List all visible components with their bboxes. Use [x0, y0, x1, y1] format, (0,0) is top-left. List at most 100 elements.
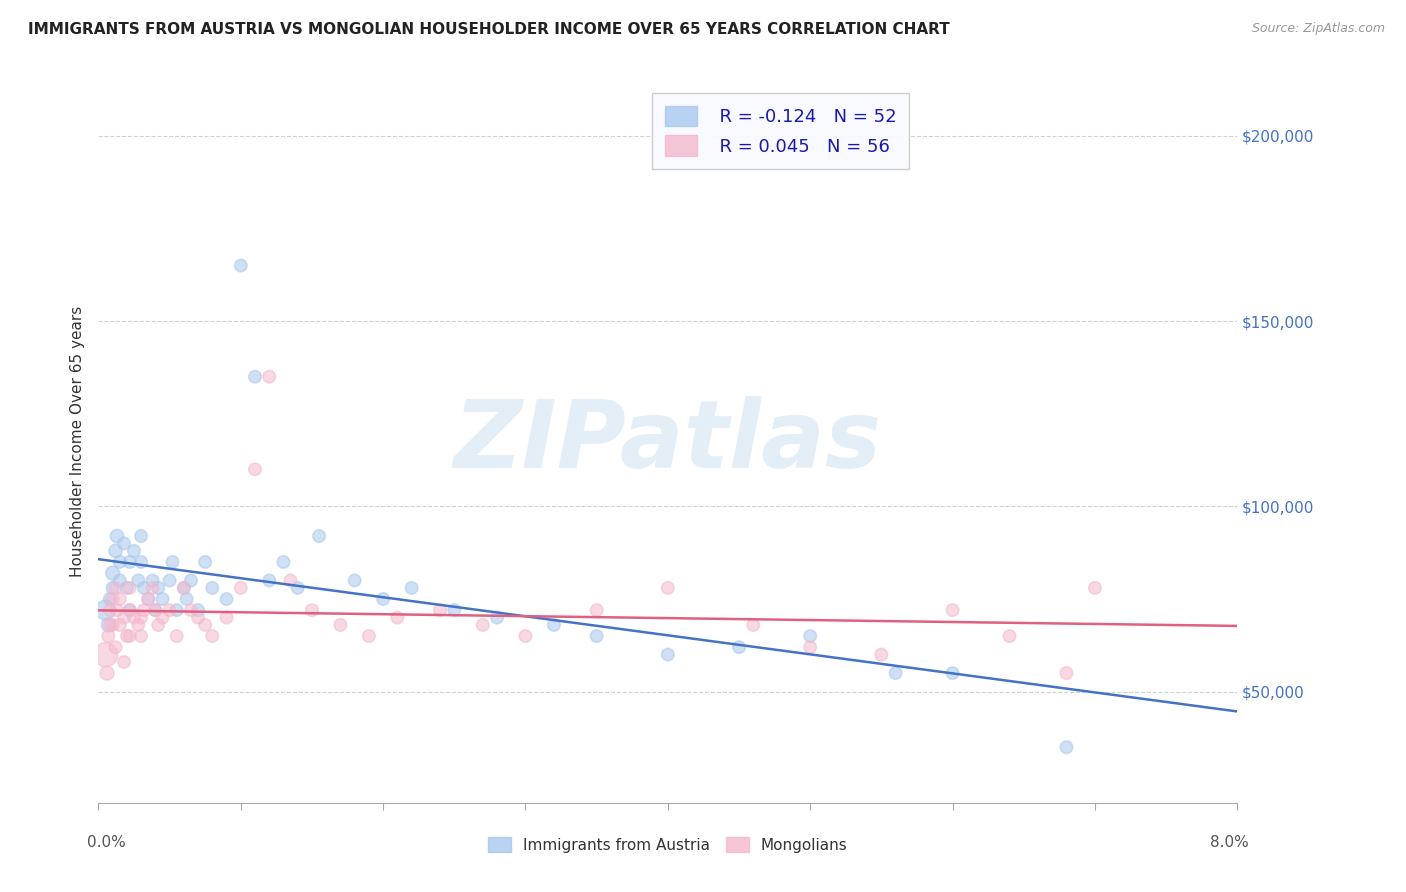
Point	[471, 618, 494, 632]
Point	[112, 610, 135, 624]
Point	[401, 581, 423, 595]
Point	[870, 648, 893, 662]
Point	[1054, 666, 1078, 681]
Text: 0.0%: 0.0%	[87, 835, 125, 850]
Point	[998, 629, 1021, 643]
Point	[98, 603, 121, 617]
Point	[166, 629, 188, 643]
Point	[942, 666, 965, 681]
Point	[96, 666, 118, 681]
Point	[280, 574, 302, 588]
Point	[129, 555, 152, 569]
Point	[118, 603, 141, 617]
Text: 8.0%: 8.0%	[1211, 835, 1249, 850]
Point	[152, 592, 174, 607]
Point	[108, 574, 131, 588]
Point	[129, 629, 152, 643]
Point	[112, 655, 135, 669]
Point	[162, 555, 184, 569]
Point	[243, 369, 266, 384]
Point	[585, 629, 607, 643]
Point	[105, 603, 128, 617]
Point	[104, 544, 127, 558]
Point	[132, 581, 155, 595]
Point	[97, 618, 120, 632]
Point	[115, 581, 138, 595]
Point	[104, 581, 127, 595]
Point	[585, 603, 607, 617]
Point	[357, 629, 380, 643]
Point	[94, 603, 117, 617]
Point	[118, 555, 141, 569]
Point	[215, 610, 238, 624]
Point	[104, 640, 127, 655]
Point	[180, 574, 202, 588]
Point	[101, 592, 124, 607]
Point	[259, 574, 281, 588]
Point	[343, 574, 366, 588]
Point	[159, 574, 181, 588]
Point	[194, 618, 217, 632]
Point	[101, 618, 124, 632]
Point	[166, 603, 188, 617]
Point	[273, 555, 295, 569]
Point	[429, 603, 451, 617]
Point	[173, 581, 195, 595]
Point	[148, 581, 170, 595]
Point	[94, 648, 117, 662]
Point	[728, 640, 751, 655]
Point	[159, 603, 181, 617]
Point	[187, 610, 209, 624]
Point	[118, 629, 141, 643]
Point	[112, 536, 135, 550]
Point	[371, 592, 394, 607]
Y-axis label: Householder Income Over 65 years: Householder Income Over 65 years	[69, 306, 84, 577]
Point	[173, 581, 195, 595]
Point	[101, 566, 124, 580]
Point	[229, 581, 252, 595]
Point	[141, 574, 163, 588]
Point	[98, 618, 121, 632]
Point	[118, 603, 141, 617]
Point	[108, 555, 131, 569]
Point	[799, 629, 821, 643]
Text: Source: ZipAtlas.com: Source: ZipAtlas.com	[1251, 22, 1385, 36]
Point	[443, 603, 465, 617]
Point	[136, 592, 159, 607]
Point	[108, 592, 131, 607]
Point	[515, 629, 537, 643]
Point	[129, 529, 152, 543]
Point	[115, 629, 138, 643]
Point	[308, 529, 330, 543]
Point	[145, 603, 167, 617]
Point	[1084, 581, 1107, 595]
Point	[127, 574, 149, 588]
Point	[141, 581, 163, 595]
Point	[97, 629, 120, 643]
Point	[152, 610, 174, 624]
Text: ZIPatlas: ZIPatlas	[454, 395, 882, 488]
Point	[201, 629, 224, 643]
Point	[884, 666, 907, 681]
Point	[176, 592, 198, 607]
Point	[259, 369, 281, 384]
Point	[799, 640, 821, 655]
Point	[122, 610, 145, 624]
Point	[194, 555, 217, 569]
Point	[98, 592, 121, 607]
Point	[287, 581, 309, 595]
Point	[301, 603, 323, 617]
Point	[129, 610, 152, 624]
Point	[1054, 740, 1078, 755]
Point	[215, 592, 238, 607]
Point	[101, 581, 124, 595]
Point	[486, 610, 509, 624]
Point	[180, 603, 202, 617]
Point	[329, 618, 352, 632]
Point	[136, 592, 159, 607]
Point	[122, 544, 145, 558]
Point	[742, 618, 765, 632]
Point	[543, 618, 565, 632]
Point	[201, 581, 224, 595]
Point	[243, 462, 266, 476]
